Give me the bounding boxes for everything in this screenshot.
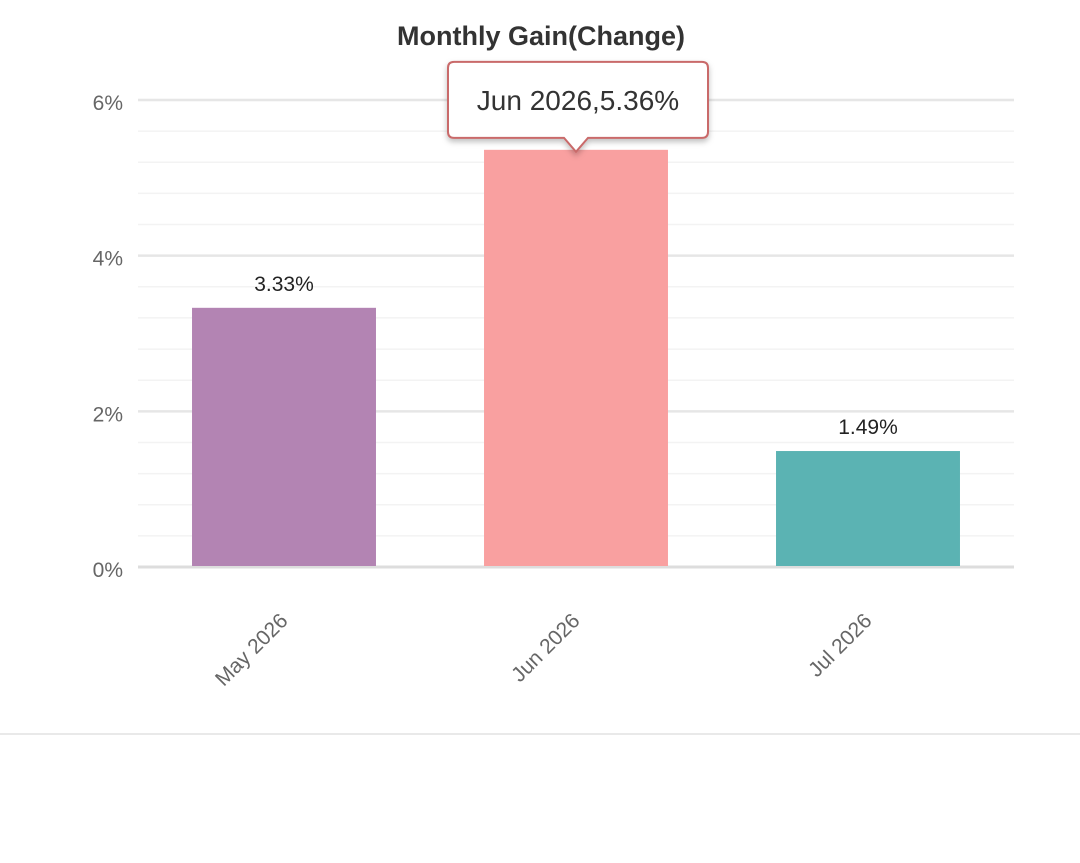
x-tick-label: Jul 2026 (804, 609, 876, 681)
bar[interactable] (192, 307, 376, 566)
y-tick-label: 2% (93, 403, 123, 426)
monthly-gain-chart: Monthly Gain(Change) 0% 2% 4% 6% 3.33% 1.49%… (93, 21, 1014, 691)
bars (192, 149, 960, 566)
x-axis-tick-labels: May 2026 Jun 2026 Jul 2026 (211, 609, 876, 690)
y-tick-label: 4% (93, 248, 123, 271)
x-tick-label: May 2026 (211, 609, 292, 690)
tooltip-box (447, 60, 709, 154)
chart-title: Monthly Gain(Change) (397, 21, 685, 51)
bar[interactable] (484, 149, 668, 566)
data-label: 1.49% (838, 416, 898, 439)
y-tick-label: 6% (93, 92, 123, 115)
x-tick-label: Jun 2026 (507, 609, 584, 686)
chart-card: Monthly Gain(Change) 0% 2% 4% 6% 3.33% 1.49%… (92, 21, 1014, 691)
bar[interactable] (776, 451, 960, 566)
y-tick-label: 0% (93, 559, 123, 582)
footer-panel (0, 733, 1080, 863)
chart-tooltip: Jun 2026,5.36% (447, 60, 709, 154)
data-label: 3.33% (254, 273, 314, 296)
tooltip-text: Jun 2026,5.36% (477, 85, 679, 116)
y-axis-tick-labels: 0% 2% 4% 6% (93, 92, 123, 582)
data-labels: 3.33% 1.49% (254, 273, 898, 439)
